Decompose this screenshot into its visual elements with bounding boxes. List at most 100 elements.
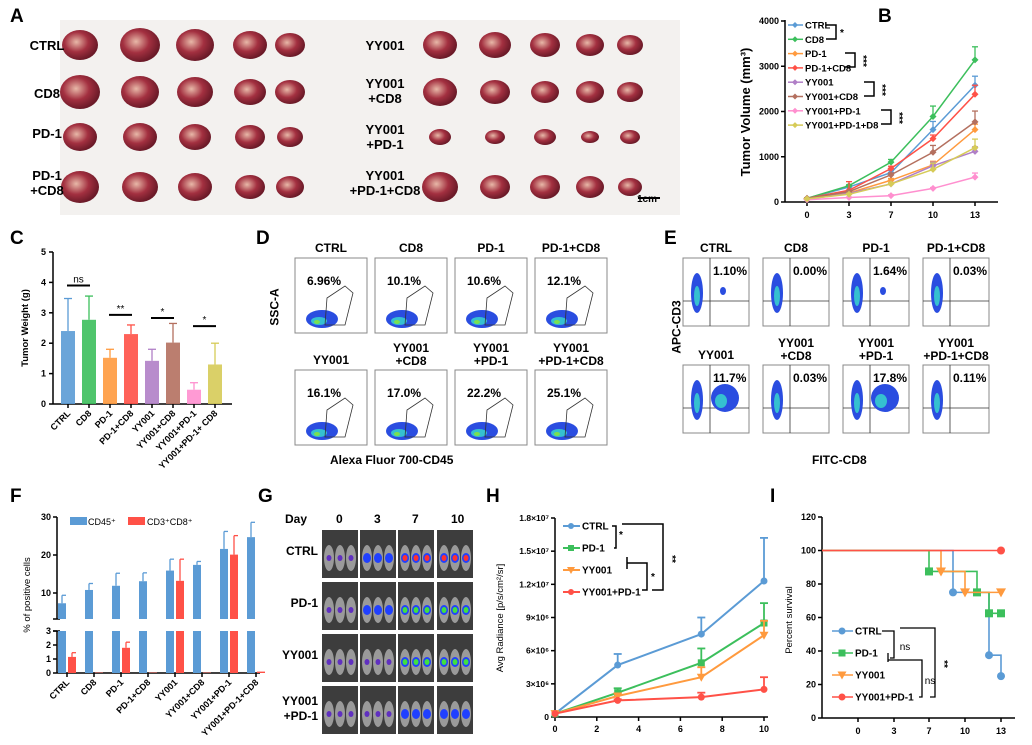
b-sig-bracket	[881, 109, 892, 125]
d-gate	[404, 285, 434, 326]
g-signal	[348, 607, 354, 613]
g-day: 10	[451, 512, 465, 526]
g-signal	[348, 711, 354, 717]
tumor	[121, 76, 159, 108]
g-signal-peak	[402, 555, 408, 561]
tumor	[534, 129, 556, 145]
g-signal	[386, 659, 392, 665]
g-signal	[401, 709, 409, 719]
row-label-6: YY001 +PD-1	[365, 122, 405, 152]
e-plot-percent: 0.11%	[953, 371, 987, 385]
g-signal-peak	[452, 659, 458, 665]
d-plot-percent: 6.96%	[307, 274, 342, 288]
e-plot-title: YY001	[697, 348, 735, 362]
c-ytick-label: 0	[41, 399, 46, 409]
f-bar-lower	[166, 631, 174, 673]
g-signal	[326, 659, 332, 665]
b-point	[971, 147, 979, 155]
i-ytick-label: 100	[801, 546, 816, 556]
g-signal	[374, 553, 382, 563]
f-legend-label: CD45⁺	[88, 517, 116, 527]
tumor	[122, 172, 158, 202]
e-cd8-population	[880, 287, 886, 295]
b-sig-bracket	[826, 24, 837, 40]
i-legend-marker	[838, 693, 846, 701]
g-signal	[364, 659, 370, 665]
g-signal	[326, 711, 332, 717]
h-sig-bracket	[622, 523, 664, 591]
g-signal	[326, 555, 332, 561]
d-y-label: SSC-A	[267, 288, 282, 326]
row-label-5: YY001 +CD8	[365, 76, 405, 106]
i-legend-marker	[837, 671, 847, 680]
c-bar	[61, 331, 75, 404]
f-bar-lower	[230, 631, 238, 673]
d-plot-title: CTRL	[315, 241, 347, 255]
g-signal-peak	[424, 607, 430, 613]
h-xtick-label: 6	[678, 724, 683, 734]
b-point	[929, 135, 937, 143]
h-point	[760, 577, 768, 585]
tumor	[176, 29, 214, 61]
g-signal-peak	[413, 607, 419, 613]
h-ytick-label: 9×10⁶	[526, 613, 549, 623]
g-signal	[412, 709, 420, 719]
c-ytick-label: 5	[41, 247, 46, 257]
e-cd8-core	[875, 394, 887, 408]
b-legend-marker	[792, 36, 798, 43]
b-ytick-label: 0	[774, 197, 779, 207]
tumor	[179, 124, 211, 150]
b-point	[971, 144, 979, 152]
h-xtick-label: 2	[594, 724, 599, 734]
row-label-0: CTRL	[29, 38, 65, 53]
d-plot-title: CD8	[398, 241, 423, 255]
g-signal-peak	[424, 555, 430, 561]
tumor	[531, 81, 559, 103]
f-xtick-label: YY001	[153, 677, 179, 703]
c-bar	[166, 342, 180, 404]
e-plot-percent: 11.7%	[713, 371, 747, 385]
d-gate	[564, 285, 594, 326]
i-legend-marker	[838, 627, 846, 635]
c-bar	[187, 389, 201, 404]
tumor	[235, 125, 265, 149]
f-bar-upper	[176, 580, 184, 619]
c-sig-label: **	[117, 304, 125, 315]
f-ytick-label: 10	[41, 588, 51, 598]
c-bar	[124, 334, 138, 404]
b-legend-marker	[792, 64, 798, 71]
b-legend-label: CD8	[805, 35, 824, 46]
panel-label-a: A	[10, 6, 24, 27]
e-population-core	[774, 393, 780, 413]
h-legend-marker	[568, 589, 574, 595]
h-legend-label: YY001+PD-1	[582, 588, 641, 599]
f-ytick-label: 20	[41, 550, 51, 560]
tumor	[178, 173, 212, 201]
tumor	[429, 129, 451, 145]
i-xtick-label: 0	[855, 726, 860, 736]
f-ytick-label: 0	[46, 668, 51, 678]
c-bar	[103, 357, 117, 404]
d-plot-title: PD-1	[477, 241, 505, 255]
i-legend-label: YY001+PD-1	[855, 693, 914, 704]
g-signal	[363, 605, 371, 615]
d-plot-percent: 25.1%	[547, 386, 582, 400]
h-ytick-label: 6×10⁶	[526, 646, 549, 656]
i-censor-marker	[997, 609, 1005, 618]
b-xtick-label: 3	[846, 210, 851, 220]
h-point	[697, 659, 705, 667]
h-point	[759, 631, 769, 640]
f-bar-lower	[58, 631, 66, 673]
b-point	[887, 171, 895, 179]
b-point	[929, 184, 937, 192]
tumor	[485, 130, 505, 144]
d-population-peak	[554, 432, 560, 436]
f-bar-upper	[247, 537, 255, 619]
c-bar	[145, 360, 159, 404]
b-sig-label: ***	[893, 112, 904, 124]
e-population-core	[774, 286, 780, 306]
b-legend-label: YY001+CD8	[805, 92, 858, 103]
d-plot-percent: 10.1%	[387, 274, 422, 288]
